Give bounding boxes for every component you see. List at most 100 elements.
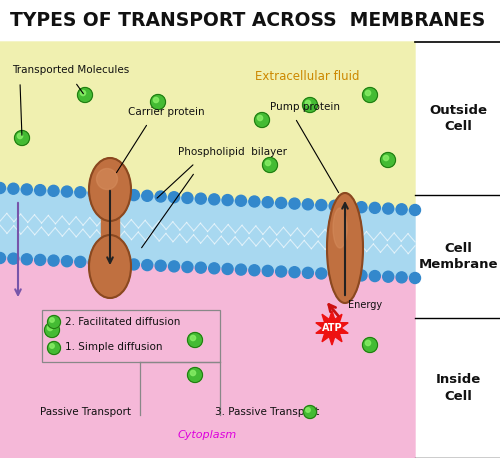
Circle shape bbox=[44, 322, 60, 338]
Circle shape bbox=[306, 408, 310, 412]
Circle shape bbox=[254, 113, 270, 127]
Ellipse shape bbox=[333, 208, 347, 248]
Text: Pump protein: Pump protein bbox=[270, 102, 340, 112]
Circle shape bbox=[168, 261, 179, 272]
Circle shape bbox=[75, 256, 86, 267]
Bar bbox=[0, 0, 500, 42]
Text: Energy: Energy bbox=[348, 300, 382, 310]
Circle shape bbox=[382, 271, 394, 282]
Circle shape bbox=[342, 201, 353, 212]
Circle shape bbox=[88, 187, 99, 198]
Circle shape bbox=[222, 195, 233, 206]
Text: 2. Facilitated diffusion: 2. Facilitated diffusion bbox=[65, 317, 180, 327]
Circle shape bbox=[196, 262, 206, 273]
Circle shape bbox=[289, 198, 300, 209]
Circle shape bbox=[168, 192, 179, 203]
Circle shape bbox=[316, 268, 327, 279]
Circle shape bbox=[182, 262, 193, 273]
Circle shape bbox=[222, 263, 233, 274]
Text: 3. Passive Transport: 3. Passive Transport bbox=[215, 407, 320, 417]
Circle shape bbox=[18, 133, 22, 139]
Circle shape bbox=[249, 265, 260, 276]
Ellipse shape bbox=[327, 193, 363, 303]
Circle shape bbox=[304, 405, 316, 419]
Circle shape bbox=[22, 254, 32, 265]
Circle shape bbox=[8, 183, 19, 194]
Circle shape bbox=[208, 194, 220, 205]
Circle shape bbox=[50, 318, 54, 322]
Circle shape bbox=[142, 191, 153, 202]
Circle shape bbox=[62, 256, 72, 267]
Circle shape bbox=[48, 325, 52, 331]
Circle shape bbox=[236, 195, 246, 206]
Circle shape bbox=[356, 202, 367, 213]
Circle shape bbox=[316, 200, 327, 211]
Circle shape bbox=[22, 184, 32, 195]
Text: Transported Molecules: Transported Molecules bbox=[12, 65, 129, 75]
Circle shape bbox=[196, 193, 206, 204]
Circle shape bbox=[88, 257, 99, 268]
Text: Cell
Membrane: Cell Membrane bbox=[418, 241, 498, 272]
Circle shape bbox=[154, 98, 158, 103]
Circle shape bbox=[48, 316, 60, 328]
Text: Outside
Cell: Outside Cell bbox=[429, 104, 487, 133]
Circle shape bbox=[329, 200, 340, 211]
Circle shape bbox=[329, 269, 340, 280]
Circle shape bbox=[289, 267, 300, 278]
Text: Cytoplasm: Cytoplasm bbox=[178, 430, 238, 440]
Circle shape bbox=[302, 199, 314, 210]
Circle shape bbox=[380, 153, 396, 168]
Circle shape bbox=[366, 90, 370, 96]
Bar bbox=[101, 214, 119, 242]
Polygon shape bbox=[0, 42, 415, 210]
Circle shape bbox=[370, 271, 380, 282]
Circle shape bbox=[410, 205, 420, 216]
Circle shape bbox=[410, 273, 420, 284]
Circle shape bbox=[382, 203, 394, 214]
Circle shape bbox=[362, 338, 378, 353]
Circle shape bbox=[155, 191, 166, 202]
Circle shape bbox=[356, 270, 367, 281]
Circle shape bbox=[396, 272, 407, 283]
Circle shape bbox=[62, 186, 72, 197]
Circle shape bbox=[262, 196, 273, 207]
Ellipse shape bbox=[89, 158, 131, 221]
Circle shape bbox=[150, 94, 166, 109]
Text: Carrier protein: Carrier protein bbox=[128, 107, 204, 117]
Circle shape bbox=[262, 265, 273, 277]
Circle shape bbox=[128, 259, 140, 270]
Text: Phospholipid  bilayer: Phospholipid bilayer bbox=[178, 147, 287, 157]
Bar bbox=[42, 310, 220, 362]
Circle shape bbox=[102, 188, 112, 199]
Circle shape bbox=[396, 204, 407, 215]
Circle shape bbox=[236, 264, 246, 275]
Circle shape bbox=[0, 182, 6, 193]
Circle shape bbox=[75, 187, 86, 198]
Circle shape bbox=[155, 260, 166, 271]
Circle shape bbox=[262, 158, 278, 173]
Circle shape bbox=[362, 87, 378, 103]
Circle shape bbox=[276, 266, 286, 277]
Circle shape bbox=[384, 155, 388, 161]
Circle shape bbox=[258, 115, 262, 120]
Circle shape bbox=[48, 255, 59, 266]
Bar bbox=[415, 0, 500, 458]
Circle shape bbox=[102, 258, 112, 269]
Polygon shape bbox=[0, 258, 415, 458]
Circle shape bbox=[78, 87, 92, 103]
Ellipse shape bbox=[96, 169, 117, 190]
Circle shape bbox=[14, 131, 30, 146]
Text: TYPES OF TRANSPORT ACROSS  MEMBRANES: TYPES OF TRANSPORT ACROSS MEMBRANES bbox=[10, 11, 486, 31]
Circle shape bbox=[188, 367, 202, 382]
Circle shape bbox=[306, 100, 310, 106]
Circle shape bbox=[128, 190, 140, 201]
Circle shape bbox=[276, 197, 286, 208]
Circle shape bbox=[34, 255, 46, 266]
Circle shape bbox=[190, 335, 196, 341]
Circle shape bbox=[48, 185, 59, 196]
Text: 1. Simple diffusion: 1. Simple diffusion bbox=[65, 342, 162, 352]
Circle shape bbox=[48, 342, 60, 354]
Circle shape bbox=[80, 90, 86, 96]
Circle shape bbox=[302, 267, 314, 278]
Circle shape bbox=[34, 185, 46, 196]
